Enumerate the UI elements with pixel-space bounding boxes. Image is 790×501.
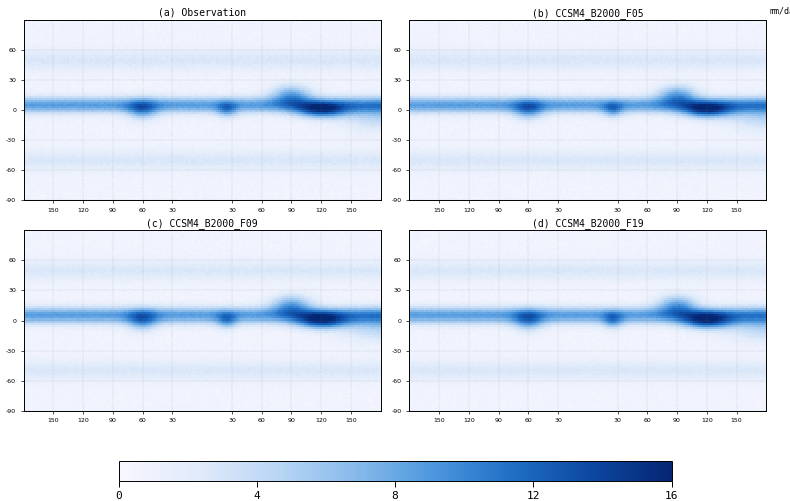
- Title: (d) CCSM4_B2000_F19: (d) CCSM4_B2000_F19: [532, 218, 644, 229]
- Text: mm/day: mm/day: [770, 8, 790, 17]
- Title: (a) Observation: (a) Observation: [158, 8, 246, 18]
- Title: (b) CCSM4_B2000_F05: (b) CCSM4_B2000_F05: [532, 8, 644, 19]
- Title: (c) CCSM4_B2000_F09: (c) CCSM4_B2000_F09: [146, 218, 258, 229]
